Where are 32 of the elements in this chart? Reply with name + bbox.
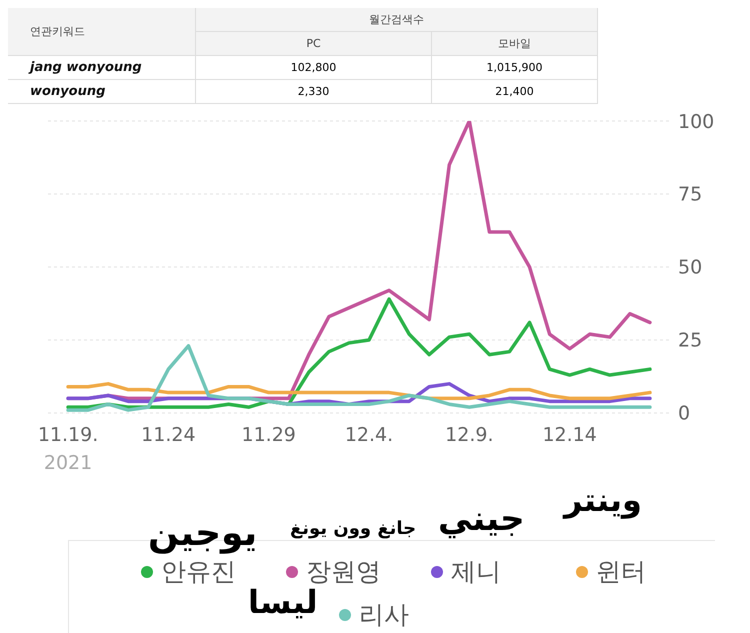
x-tick-label: 11.29 <box>242 424 296 446</box>
y-tick-label: 50 <box>678 256 702 279</box>
text: wonyoung <box>8 80 196 104</box>
legend-label: 윈터 <box>596 556 646 588</box>
text: 21,400 <box>432 80 598 104</box>
line-series <box>66 297 652 409</box>
text: جانغ وون يونغ <box>290 518 416 539</box>
x-tick-label: 12.4. <box>344 424 394 446</box>
x-tick-label: 11.19. 2021 <box>38 424 98 474</box>
text: جيني <box>438 499 525 539</box>
text: jang wonyoung <box>8 56 196 80</box>
text: PC <box>196 32 432 56</box>
text: وينتر <box>564 481 642 519</box>
line-series <box>66 382 652 400</box>
legend-label: 리사 <box>359 599 409 631</box>
x-tick-label: 12.9. <box>445 424 494 446</box>
text: 연관키워드 <box>8 8 196 56</box>
text: يوجين <box>148 513 258 554</box>
text: 월간검색수 <box>196 8 598 32</box>
y-tick-label: 0 <box>678 402 690 425</box>
text: 2,330 <box>196 80 432 104</box>
text: 1,015,900 <box>432 56 598 80</box>
y-tick-label: 25 <box>678 330 702 352</box>
x-tick-label: 11.24 <box>141 424 196 446</box>
y-tick-label: 100 <box>678 110 714 133</box>
line-series <box>66 344 652 412</box>
y-tick-label: 75 <box>678 184 702 206</box>
legend-label: 제니 <box>451 556 501 588</box>
x-tick-label: 12.14 <box>542 424 597 446</box>
text: 모바일 <box>432 32 598 56</box>
legend-label: 안유진 <box>161 556 236 588</box>
text: 102,800 <box>196 56 432 80</box>
